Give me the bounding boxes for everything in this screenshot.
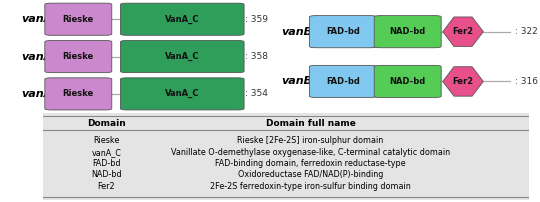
Text: FAD-bd: FAD-bd <box>92 159 120 168</box>
FancyBboxPatch shape <box>309 65 376 98</box>
Text: Fer2: Fer2 <box>453 27 474 36</box>
Polygon shape <box>443 17 483 46</box>
Text: Domain full name: Domain full name <box>266 119 355 128</box>
FancyBboxPatch shape <box>120 3 244 35</box>
Text: : 316: : 316 <box>515 77 538 86</box>
Text: : 358: : 358 <box>245 52 268 61</box>
Text: VanA_C: VanA_C <box>165 52 199 61</box>
Text: vanA3: vanA3 <box>22 89 60 99</box>
Text: Rieske: Rieske <box>63 15 94 24</box>
Text: vanB2: vanB2 <box>281 76 320 86</box>
FancyBboxPatch shape <box>45 78 112 110</box>
Text: : 359: : 359 <box>245 15 268 24</box>
FancyBboxPatch shape <box>45 40 112 73</box>
Text: : 354: : 354 <box>245 89 267 98</box>
Text: Rieske: Rieske <box>63 89 94 98</box>
FancyBboxPatch shape <box>374 16 441 48</box>
Text: FAD-bd: FAD-bd <box>326 27 360 36</box>
Text: NAD-bd: NAD-bd <box>91 170 122 179</box>
Text: FAD-bd: FAD-bd <box>326 77 360 86</box>
Text: NAD-bd: NAD-bd <box>389 77 426 86</box>
Text: Rieske: Rieske <box>63 52 94 61</box>
Text: FAD-binding domain, ferredoxin reductase-type: FAD-binding domain, ferredoxin reductase… <box>215 159 406 168</box>
Text: Fer2: Fer2 <box>453 77 474 86</box>
Text: VanA_C: VanA_C <box>165 15 199 24</box>
Text: Rieske: Rieske <box>93 136 119 145</box>
Text: Vanillate O-demethylase oxygenase-like, C-terminal catalytic domain: Vanillate O-demethylase oxygenase-like, … <box>171 148 450 157</box>
FancyBboxPatch shape <box>43 113 529 200</box>
Text: Oxidoreductase FAD/NAD(P)-binding: Oxidoreductase FAD/NAD(P)-binding <box>238 170 383 179</box>
FancyBboxPatch shape <box>45 3 112 35</box>
Text: vanA_C: vanA_C <box>91 148 122 157</box>
Text: : 322: : 322 <box>515 27 537 36</box>
FancyBboxPatch shape <box>120 78 244 110</box>
Text: Domain: Domain <box>87 119 126 128</box>
Text: 2Fe-2S ferredoxin-type iron-sulfur binding domain: 2Fe-2S ferredoxin-type iron-sulfur bindi… <box>210 182 411 190</box>
Text: vanB1: vanB1 <box>281 27 320 37</box>
FancyBboxPatch shape <box>374 65 441 98</box>
Text: vanA1: vanA1 <box>22 14 60 24</box>
Text: Rieske [2Fe-2S] iron-sulphur domain: Rieske [2Fe-2S] iron-sulphur domain <box>238 136 383 145</box>
FancyBboxPatch shape <box>120 40 244 73</box>
Polygon shape <box>443 67 483 96</box>
FancyBboxPatch shape <box>309 16 376 48</box>
Text: VanA_C: VanA_C <box>165 89 199 98</box>
Text: Fer2: Fer2 <box>98 182 115 190</box>
Text: vanA2: vanA2 <box>22 52 60 62</box>
Text: NAD-bd: NAD-bd <box>389 27 426 36</box>
